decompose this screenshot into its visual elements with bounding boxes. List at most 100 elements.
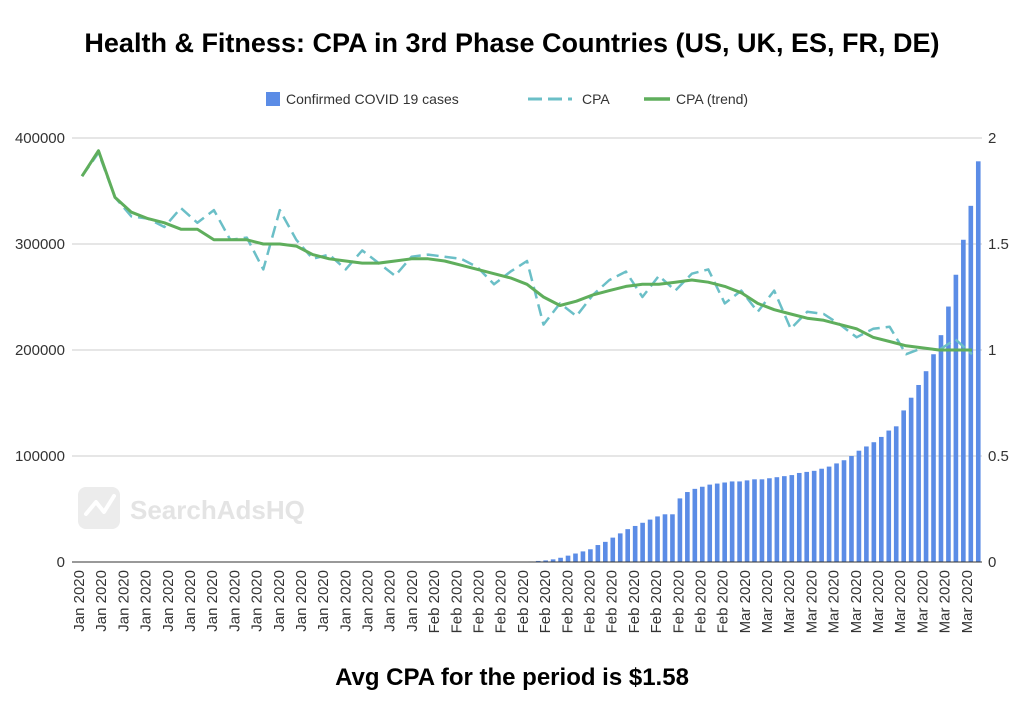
- bar: [968, 205, 974, 562]
- x-tick-label: Feb 2020: [471, 570, 488, 633]
- bar: [550, 559, 556, 562]
- bar: [662, 514, 668, 562]
- bar: [811, 470, 817, 562]
- y-left-tick-label: 400000: [15, 130, 65, 147]
- x-tick-label: Jan 2020: [293, 570, 310, 632]
- bar: [595, 545, 601, 562]
- x-tick-label: Jan 2020: [182, 570, 199, 632]
- x-tick-label: Feb 2020: [648, 570, 665, 633]
- x-tick-label: Feb 2020: [448, 570, 465, 633]
- bar: [767, 478, 772, 562]
- bar: [707, 484, 713, 562]
- bar: [871, 442, 877, 562]
- x-tick-label: Jan 2020: [160, 570, 177, 632]
- bar: [916, 384, 921, 562]
- x-tick-label: Feb 2020: [559, 570, 576, 633]
- bar: [908, 397, 914, 562]
- avg-cpa-note: Avg CPA for the period is $1.58: [335, 664, 689, 691]
- x-tick-label: Jan 2020: [138, 570, 155, 632]
- bar: [819, 468, 824, 562]
- bar: [744, 480, 750, 562]
- bar: [699, 486, 705, 562]
- bar: [722, 482, 727, 562]
- bar: [543, 560, 548, 562]
- x-tick-label: Jan 2020: [271, 570, 288, 632]
- bar: [610, 537, 616, 562]
- bar: [953, 274, 959, 562]
- bar: [782, 476, 787, 562]
- bar: [580, 551, 586, 562]
- bar: [961, 239, 966, 562]
- bar: [632, 525, 638, 562]
- bar: [558, 557, 563, 562]
- bar: [878, 436, 884, 562]
- bar: [856, 450, 862, 562]
- x-tick-label: Mar 2020: [892, 570, 909, 633]
- bar: [714, 483, 720, 562]
- x-tick-label: Jan 2020: [226, 570, 243, 632]
- legend-label-trend: CPA (trend): [676, 91, 748, 107]
- x-tick-label: Jan 2020: [404, 570, 421, 632]
- bar: [893, 426, 899, 562]
- x-tick-label: Jan 2020: [93, 570, 110, 632]
- bar: [535, 560, 541, 562]
- x-tick-label: Mar 2020: [781, 570, 798, 633]
- bar: [655, 516, 660, 562]
- watermark-text: SearchAdsHQ: [130, 495, 305, 525]
- legend-label-cpa: CPA: [582, 91, 610, 107]
- bar: [841, 460, 847, 562]
- bar: [826, 466, 832, 562]
- y-right-tick-label: 0.5: [988, 448, 1009, 465]
- x-tick-label: Mar 2020: [759, 570, 776, 633]
- x-tick-label: Jan 2020: [337, 570, 354, 632]
- x-tick-label: Feb 2020: [515, 570, 532, 633]
- bar: [617, 533, 623, 562]
- bar: [796, 472, 802, 562]
- bar: [931, 354, 936, 562]
- bar: [975, 161, 981, 562]
- bar: [759, 479, 765, 562]
- bar: [774, 477, 780, 562]
- x-tick-label: Feb 2020: [493, 570, 510, 633]
- cpa-trend-line: [80, 149, 972, 352]
- bar: [849, 456, 854, 562]
- x-tick-label: Feb 2020: [692, 570, 709, 633]
- bar: [670, 514, 675, 562]
- bar: [625, 529, 631, 562]
- y-left-tick-label: 100000: [15, 448, 65, 465]
- x-tick-label: Mar 2020: [959, 570, 976, 633]
- chart-title: Health & Fitness: CPA in 3rd Phase Count…: [84, 28, 940, 58]
- y-right-tick-label: 2: [988, 130, 996, 147]
- x-tick-label: Feb 2020: [426, 570, 443, 633]
- x-tick-label: Jan 2020: [382, 570, 399, 632]
- x-tick-label: Mar 2020: [803, 570, 820, 633]
- x-tick-label: Mar 2020: [848, 570, 865, 633]
- bar: [834, 463, 839, 562]
- bar: [946, 306, 951, 562]
- bar: [901, 410, 906, 562]
- x-tick-label: Feb 2020: [626, 570, 643, 633]
- bar: [923, 371, 929, 562]
- x-tick-label: Jan 2020: [71, 570, 88, 632]
- bar: [565, 555, 571, 562]
- bar: [789, 475, 795, 562]
- x-tick-label: Mar 2020: [826, 570, 843, 633]
- bar: [886, 430, 892, 562]
- x-tick-label: Feb 2020: [715, 570, 732, 633]
- y-right-tick-label: 0: [988, 554, 996, 571]
- x-tick-label: Feb 2020: [604, 570, 621, 633]
- legend-swatch-cases: [266, 92, 280, 106]
- y-left-tick-label: 0: [57, 554, 65, 571]
- x-tick-label: Feb 2020: [537, 570, 554, 633]
- legend-label-cases: Confirmed COVID 19 cases: [286, 91, 459, 107]
- bar: [603, 541, 608, 562]
- y-right-tick-label: 1: [988, 342, 996, 359]
- x-tick-label: Jan 2020: [315, 570, 332, 632]
- x-tick-label: Jan 2020: [249, 570, 266, 632]
- x-tick-label: Feb 2020: [581, 570, 598, 633]
- x-tick-label: Mar 2020: [737, 570, 754, 633]
- bar: [729, 481, 735, 562]
- y-left-tick-label: 300000: [15, 236, 65, 253]
- bar: [752, 479, 757, 562]
